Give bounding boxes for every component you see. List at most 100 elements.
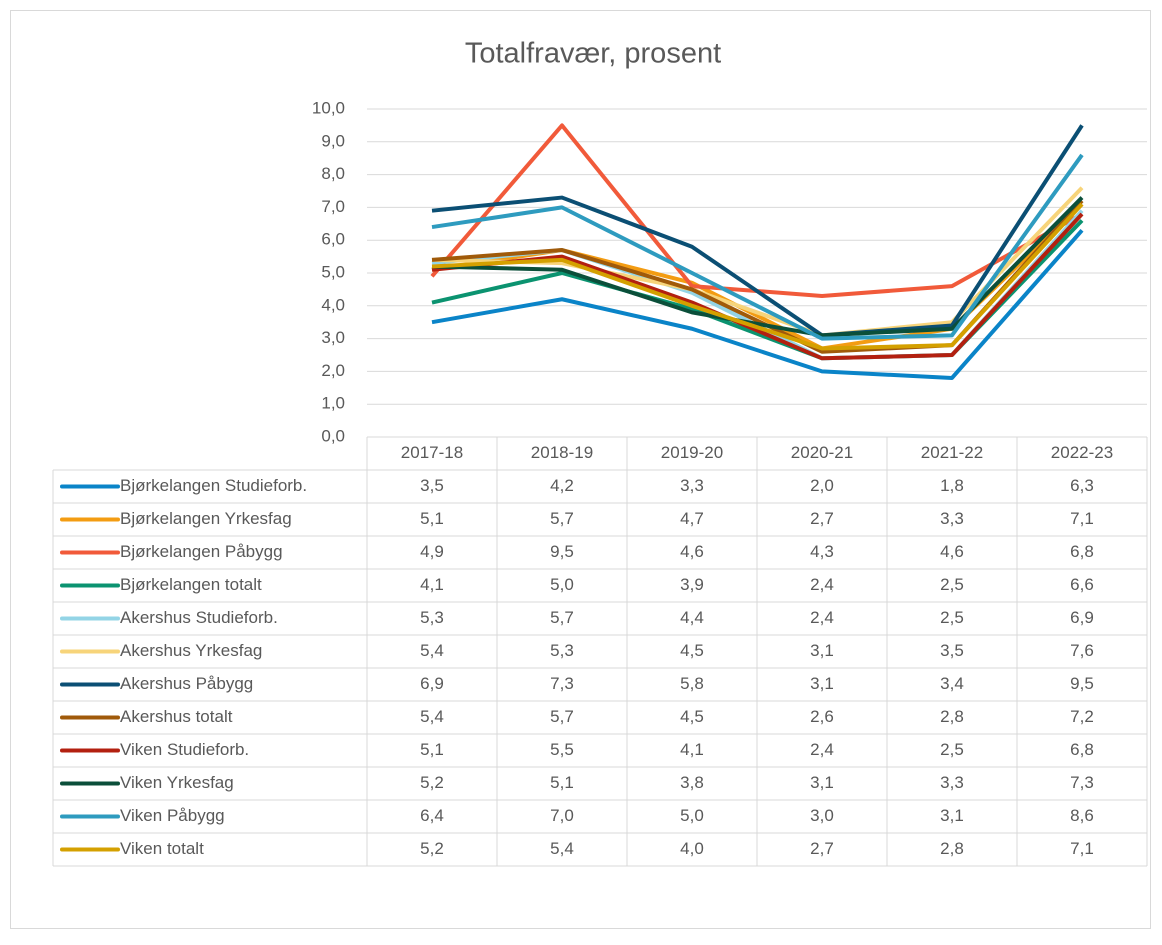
table-value: 5,1 xyxy=(420,509,444,528)
table-value: 3,1 xyxy=(810,674,834,693)
table-value: 3,3 xyxy=(940,773,964,792)
table-value: 5,3 xyxy=(420,608,444,627)
table-value: 3,9 xyxy=(680,575,704,594)
table-value: 6,8 xyxy=(1070,740,1094,759)
table-value: 3,3 xyxy=(940,509,964,528)
legend-label: Viken Yrkesfag xyxy=(120,773,234,792)
table-value: 7,6 xyxy=(1070,641,1094,660)
table-value: 7,3 xyxy=(1070,773,1094,792)
table-value: 7,2 xyxy=(1070,707,1094,726)
y-tick-label: 4,0 xyxy=(321,295,345,314)
y-tick-label: 1,0 xyxy=(321,394,345,413)
table-value: 2,5 xyxy=(940,575,964,594)
table-value: 5,0 xyxy=(550,575,574,594)
table-value: 5,4 xyxy=(420,641,444,660)
x-tick-label: 2018-19 xyxy=(531,443,593,462)
table-value: 6,3 xyxy=(1070,476,1094,495)
table-value: 2,5 xyxy=(940,608,964,627)
legend-label: Bjørkelangen Studieforb. xyxy=(120,476,307,495)
series-line xyxy=(431,202,1084,351)
y-tick-label: 0,0 xyxy=(321,426,345,445)
legend-label: Bjørkelangen Yrkesfag xyxy=(120,509,292,528)
series-line xyxy=(431,124,1084,338)
table-value: 6,9 xyxy=(1070,608,1094,627)
legend-label: Akershus Yrkesfag xyxy=(120,641,262,660)
table-value: 3,1 xyxy=(940,806,964,825)
table-value: 2,4 xyxy=(810,740,834,759)
table-value: 4,9 xyxy=(420,542,444,561)
table-value: 9,5 xyxy=(1070,674,1094,693)
table-value: 8,6 xyxy=(1070,806,1094,825)
chart-title: Totalfravær, prosent xyxy=(465,38,721,70)
table-value: 4,3 xyxy=(810,542,834,561)
table-value: 6,8 xyxy=(1070,542,1094,561)
table-value: 3,4 xyxy=(940,674,964,693)
legend-label: Bjørkelangen totalt xyxy=(120,575,262,594)
y-tick-label: 8,0 xyxy=(321,164,345,183)
table-value: 3,5 xyxy=(940,641,964,660)
legend-label: Akershus Studieforb. xyxy=(120,608,278,627)
table-value: 3,1 xyxy=(810,641,834,660)
table-value: 2,0 xyxy=(810,476,834,495)
table-value: 6,4 xyxy=(420,806,444,825)
table-value: 1,8 xyxy=(940,476,964,495)
legend-label: Viken Påbygg xyxy=(120,806,225,825)
table-value: 5,4 xyxy=(420,707,444,726)
table-value: 5,1 xyxy=(550,773,574,792)
table-value: 4,2 xyxy=(550,476,574,495)
table-value: 4,6 xyxy=(940,542,964,561)
table-value: 6,6 xyxy=(1070,575,1094,594)
table-value: 7,1 xyxy=(1070,509,1094,528)
table-value: 4,1 xyxy=(420,575,444,594)
table-value: 3,1 xyxy=(810,773,834,792)
table-value: 5,2 xyxy=(420,839,444,858)
table-value: 7,3 xyxy=(550,674,574,693)
table-value: 2,6 xyxy=(810,707,834,726)
y-tick-label: 7,0 xyxy=(321,197,345,216)
table-value: 5,7 xyxy=(550,608,574,627)
legend-label: Akershus Påbygg xyxy=(120,674,253,693)
x-tick-label: 2022-23 xyxy=(1051,443,1113,462)
y-tick-label: 9,0 xyxy=(321,131,345,150)
table-value: 2,4 xyxy=(810,575,834,594)
y-tick-label: 2,0 xyxy=(321,361,345,380)
legend-label: Viken totalt xyxy=(120,839,204,858)
table-value: 5,0 xyxy=(680,806,704,825)
table-value: 6,9 xyxy=(420,674,444,693)
table-value: 2,8 xyxy=(940,707,964,726)
table-value: 2,5 xyxy=(940,740,964,759)
table-value: 2,7 xyxy=(810,509,834,528)
table-value: 3,5 xyxy=(420,476,444,495)
table-value: 7,1 xyxy=(1070,839,1094,858)
x-tick-label: 2021-22 xyxy=(921,443,983,462)
y-tick-label: 6,0 xyxy=(321,230,345,249)
table-value: 2,4 xyxy=(810,608,834,627)
table-value: 3,8 xyxy=(680,773,704,792)
table-value: 2,7 xyxy=(810,839,834,858)
table-value: 4,0 xyxy=(680,839,704,858)
table-value: 5,1 xyxy=(420,740,444,759)
x-tick-label: 2017-18 xyxy=(401,443,463,462)
table-value: 4,6 xyxy=(680,542,704,561)
table-value: 5,7 xyxy=(550,707,574,726)
legend-label: Bjørkelangen Påbygg xyxy=(120,542,283,561)
series-line xyxy=(431,229,1084,380)
y-tick-label: 5,0 xyxy=(321,262,345,281)
table-value: 5,7 xyxy=(550,509,574,528)
table-value: 2,8 xyxy=(940,839,964,858)
table-value: 7,0 xyxy=(550,806,574,825)
table-value: 5,2 xyxy=(420,773,444,792)
legend-label: Viken Studieforb. xyxy=(120,740,249,759)
table-value: 3,3 xyxy=(680,476,704,495)
table-value: 4,5 xyxy=(680,707,704,726)
legend-label: Akershus totalt xyxy=(120,707,233,726)
x-tick-label: 2020-21 xyxy=(791,443,853,462)
table-value: 9,5 xyxy=(550,542,574,561)
table-value: 5,3 xyxy=(550,641,574,660)
x-tick-label: 2019-20 xyxy=(661,443,723,462)
y-tick-label: 3,0 xyxy=(321,328,345,347)
table-value: 4,7 xyxy=(680,509,704,528)
table-value: 4,4 xyxy=(680,608,704,627)
table-value: 4,1 xyxy=(680,740,704,759)
